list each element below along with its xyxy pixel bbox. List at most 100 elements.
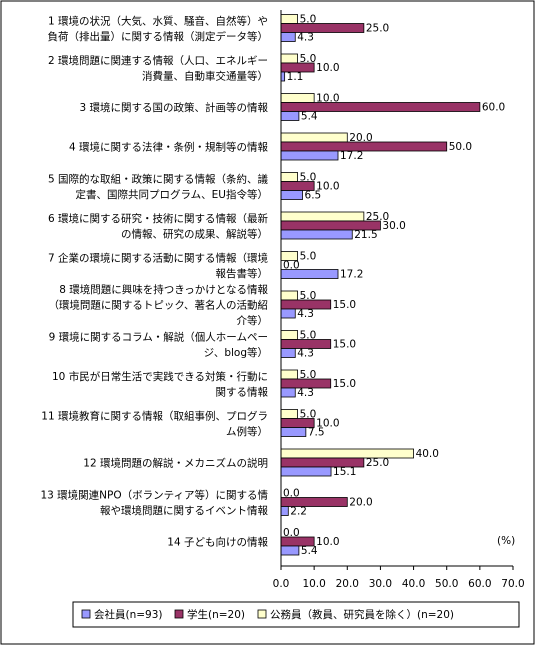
bar: [280, 466, 332, 477]
bar: [280, 387, 296, 398]
bar: [280, 150, 339, 161]
data-label: 5.4: [301, 545, 318, 557]
x-tick-label: 60.0: [468, 578, 491, 590]
bar: [280, 308, 296, 319]
category-label: 負荷（排出量）に関する情報（測定データ等）: [48, 30, 269, 43]
category-label: 介等）: [237, 314, 269, 327]
x-tick-label: 40.0: [402, 578, 425, 590]
data-label: 5.0: [300, 369, 317, 381]
category-label: 4 環境に関する法律・条例・規制等の情報: [69, 141, 269, 154]
data-label: 4.3: [297, 32, 314, 44]
category-label: 5 国際的な取組・政策に関する情報（条約、議: [48, 172, 269, 185]
x-tick-label: 70.0: [501, 578, 524, 590]
category-label: ム例等）: [226, 425, 268, 438]
data-label: 50.0: [449, 141, 472, 153]
data-label: 6.5: [305, 190, 322, 202]
data-label: 7.5: [308, 427, 325, 439]
bar: [280, 330, 298, 340]
bar: [280, 290, 298, 301]
data-label: 25.0: [366, 211, 389, 223]
legend-box: [72, 601, 520, 628]
data-label: 5.0: [300, 14, 317, 26]
x-tick-label: 20.0: [336, 578, 359, 590]
bar: [280, 269, 339, 279]
data-label: 20.0: [349, 132, 372, 144]
bar: [280, 427, 307, 437]
category-label: 関する情報: [216, 385, 269, 398]
x-tick-label: 50.0: [435, 578, 458, 590]
category-label: 8 環境問題に興味を持つきっかけとなる情報: [59, 283, 268, 296]
bar: [280, 211, 365, 222]
data-label: 4.3: [297, 387, 314, 399]
bar: [280, 506, 289, 516]
data-label: 5.0: [300, 172, 317, 184]
data-label: 40.0: [416, 448, 439, 460]
data-label: 4.3: [297, 348, 314, 360]
bar: [280, 545, 300, 556]
category-label: 定書、国際共同プログラム、EU指令等）: [75, 188, 268, 201]
legend: 会社員(n=93) 学生(n=20) 公務員（教員、研究員を除く）(n=20): [72, 601, 520, 628]
category-label: 7 企業の環境に関する活動に関する情報（環境: [48, 251, 268, 264]
data-label: 25.0: [366, 23, 389, 35]
category-label: 11 環境教育に関する情報（取組事例、プログラ: [41, 409, 268, 422]
data-label: 5.0: [300, 330, 317, 342]
bar: [280, 32, 296, 42]
legend-label: 学生(n=20): [187, 608, 245, 621]
data-label: 0.0: [283, 527, 300, 539]
x-tick-label: 30.0: [369, 578, 392, 590]
x-tick-label: 10.0: [302, 578, 325, 590]
category-label: 1 環境の状況（大気、水質、騒音、自然等）や: [48, 14, 268, 27]
data-label: 10.0: [316, 181, 339, 193]
data-label: 10.0: [316, 62, 339, 74]
bar: [280, 448, 414, 459]
category-label: 報告書等）: [216, 267, 269, 280]
category-label: 2 環境問題に関連する情報（人口、エネルギー: [48, 54, 268, 67]
data-label: 15.0: [333, 339, 356, 351]
x-tick-label: 0.0: [273, 578, 290, 590]
category-label: 14 子ども向けの情報: [167, 536, 268, 549]
bar: [280, 172, 298, 182]
category-label: 10 市民が日常生活で実践できる対策・行動に: [52, 370, 268, 383]
data-label: 15.0: [333, 299, 356, 311]
category-labels: 1 環境の状況（大気、水質、騒音、自然等）や負荷（排出量）に関する情報（測定デー…: [40, 14, 268, 548]
data-label: 17.2: [340, 150, 363, 162]
bar: [280, 71, 286, 82]
bar: [280, 132, 348, 143]
category-label: 報や環境問題に関するイベント情報: [100, 504, 268, 517]
data-label: 15.0: [333, 378, 356, 390]
data-label: 60.0: [482, 102, 505, 114]
category-label: 9 環境に関するコラム・解説（個人ホームペー: [49, 330, 268, 343]
category-label: 13 環境関連NPO（ボランティア等）に関する情: [40, 488, 268, 501]
data-label: 10.0: [316, 536, 339, 548]
bar: [280, 141, 448, 152]
bar: [280, 53, 298, 64]
legend-swatch: [174, 609, 184, 619]
legend-swatch: [257, 609, 267, 619]
bar: [280, 229, 353, 240]
legend-swatch: [81, 609, 91, 619]
category-label: 3 環境に関する国の政策、計画等の情報: [79, 101, 268, 114]
bar: [280, 93, 315, 103]
data-label: 15.1: [333, 466, 356, 478]
bar: [280, 409, 298, 419]
bar: [280, 23, 365, 33]
data-label: 17.2: [340, 269, 363, 281]
bar: [280, 348, 296, 358]
legend-label: 公務員（教員、研究員を除く）(n=20): [270, 608, 454, 621]
data-label: 1.1: [287, 71, 304, 83]
data-label: 5.0: [300, 53, 317, 65]
bar: [280, 14, 298, 24]
category-label: の情報、研究の成果、解説等）: [121, 227, 268, 240]
data-label: 10.0: [316, 93, 339, 105]
bar: [280, 111, 300, 121]
legend-label: 会社員(n=93): [94, 608, 163, 621]
bar: [280, 369, 298, 380]
category-label: ジ、blog等）: [204, 346, 268, 359]
data-label: 20.0: [349, 497, 372, 509]
bar: [280, 190, 303, 200]
data-label: 0.0: [283, 488, 300, 500]
category-label: 12 環境問題の解説・メカニズムの説明: [83, 457, 268, 470]
category-label: 6 環境に関する研究・技術に関する情報（最新: [48, 212, 269, 225]
data-label: 5.0: [300, 290, 317, 302]
data-label: 5.0: [300, 251, 317, 263]
